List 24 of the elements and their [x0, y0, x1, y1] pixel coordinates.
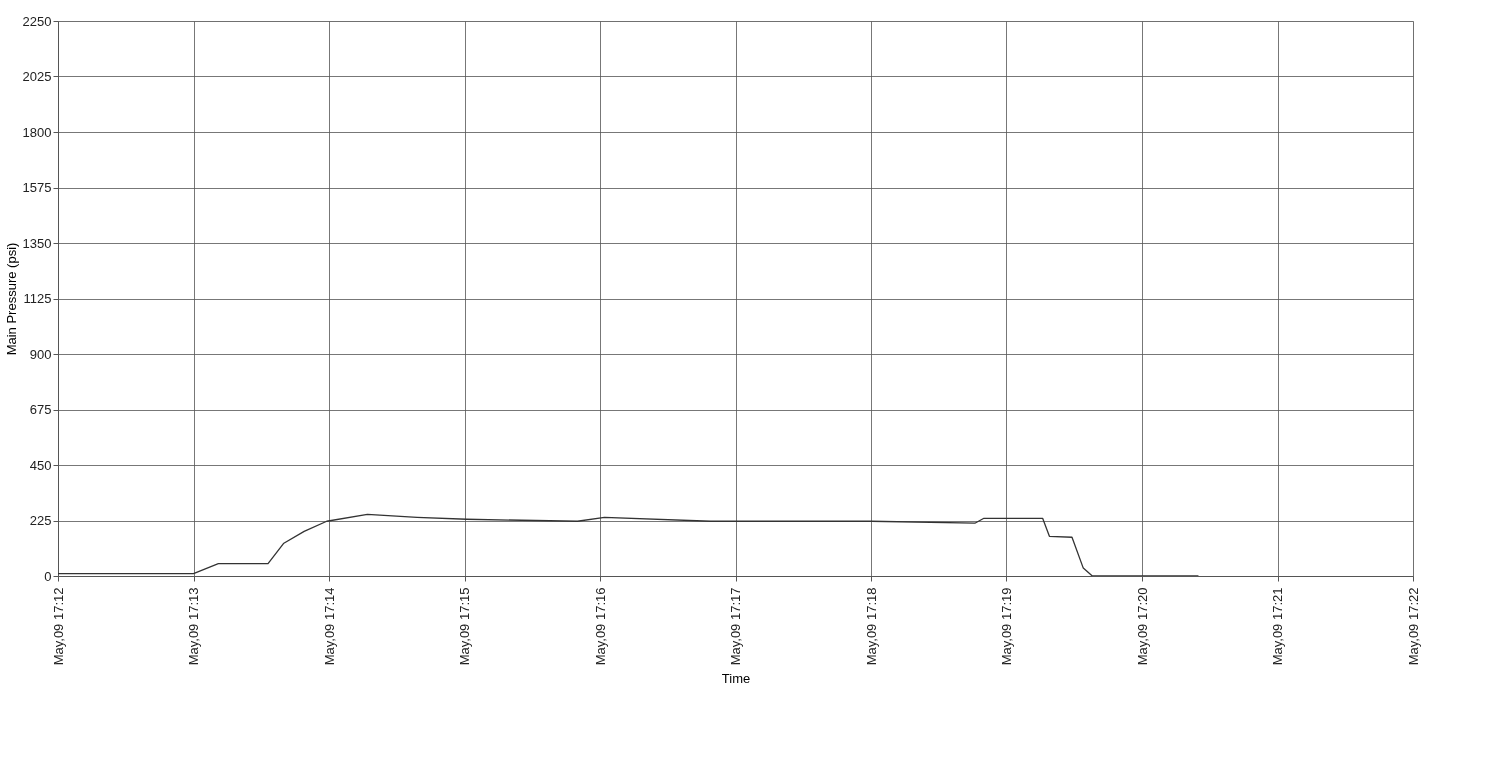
y-tick-label: 225: [29, 513, 52, 528]
y-tick-label: 1125: [23, 291, 52, 306]
y-tick-label: 1800: [22, 124, 52, 140]
y-tick-label: 2025: [22, 69, 52, 84]
y-tick-label: 1575: [22, 180, 52, 195]
x-tick-label: May,09 17:12: [50, 587, 66, 666]
x-tick-label: May,09 17:22: [1405, 587, 1421, 666]
y-tick-label: 2250: [22, 13, 52, 29]
y-tick-label: 1350: [22, 235, 52, 251]
y-tick-label: 900: [29, 346, 52, 362]
x-tick-label: May,09 17:16: [592, 587, 608, 666]
y-tick-label: 675: [29, 402, 52, 417]
x-axis-title: Time: [721, 670, 751, 686]
y-axis-title: Main Pressure (psi): [3, 242, 19, 356]
x-tick-label: May,09 17:21: [1270, 587, 1285, 666]
x-tick-label: May,09 17:17: [728, 587, 743, 666]
y-tick-label: 0: [44, 568, 52, 584]
y-tick-label: 450: [29, 457, 52, 473]
x-tick-label: May,09 17:13: [186, 587, 201, 666]
x-tick-label: May,09 17:20: [1134, 587, 1150, 666]
x-tick-label: May,09 17:18: [863, 587, 879, 666]
x-tick-label: May,09 17:19: [999, 587, 1014, 666]
x-tick-label: May,09 17:15: [457, 587, 472, 666]
x-tick-label: May,09 17:14: [321, 587, 337, 666]
